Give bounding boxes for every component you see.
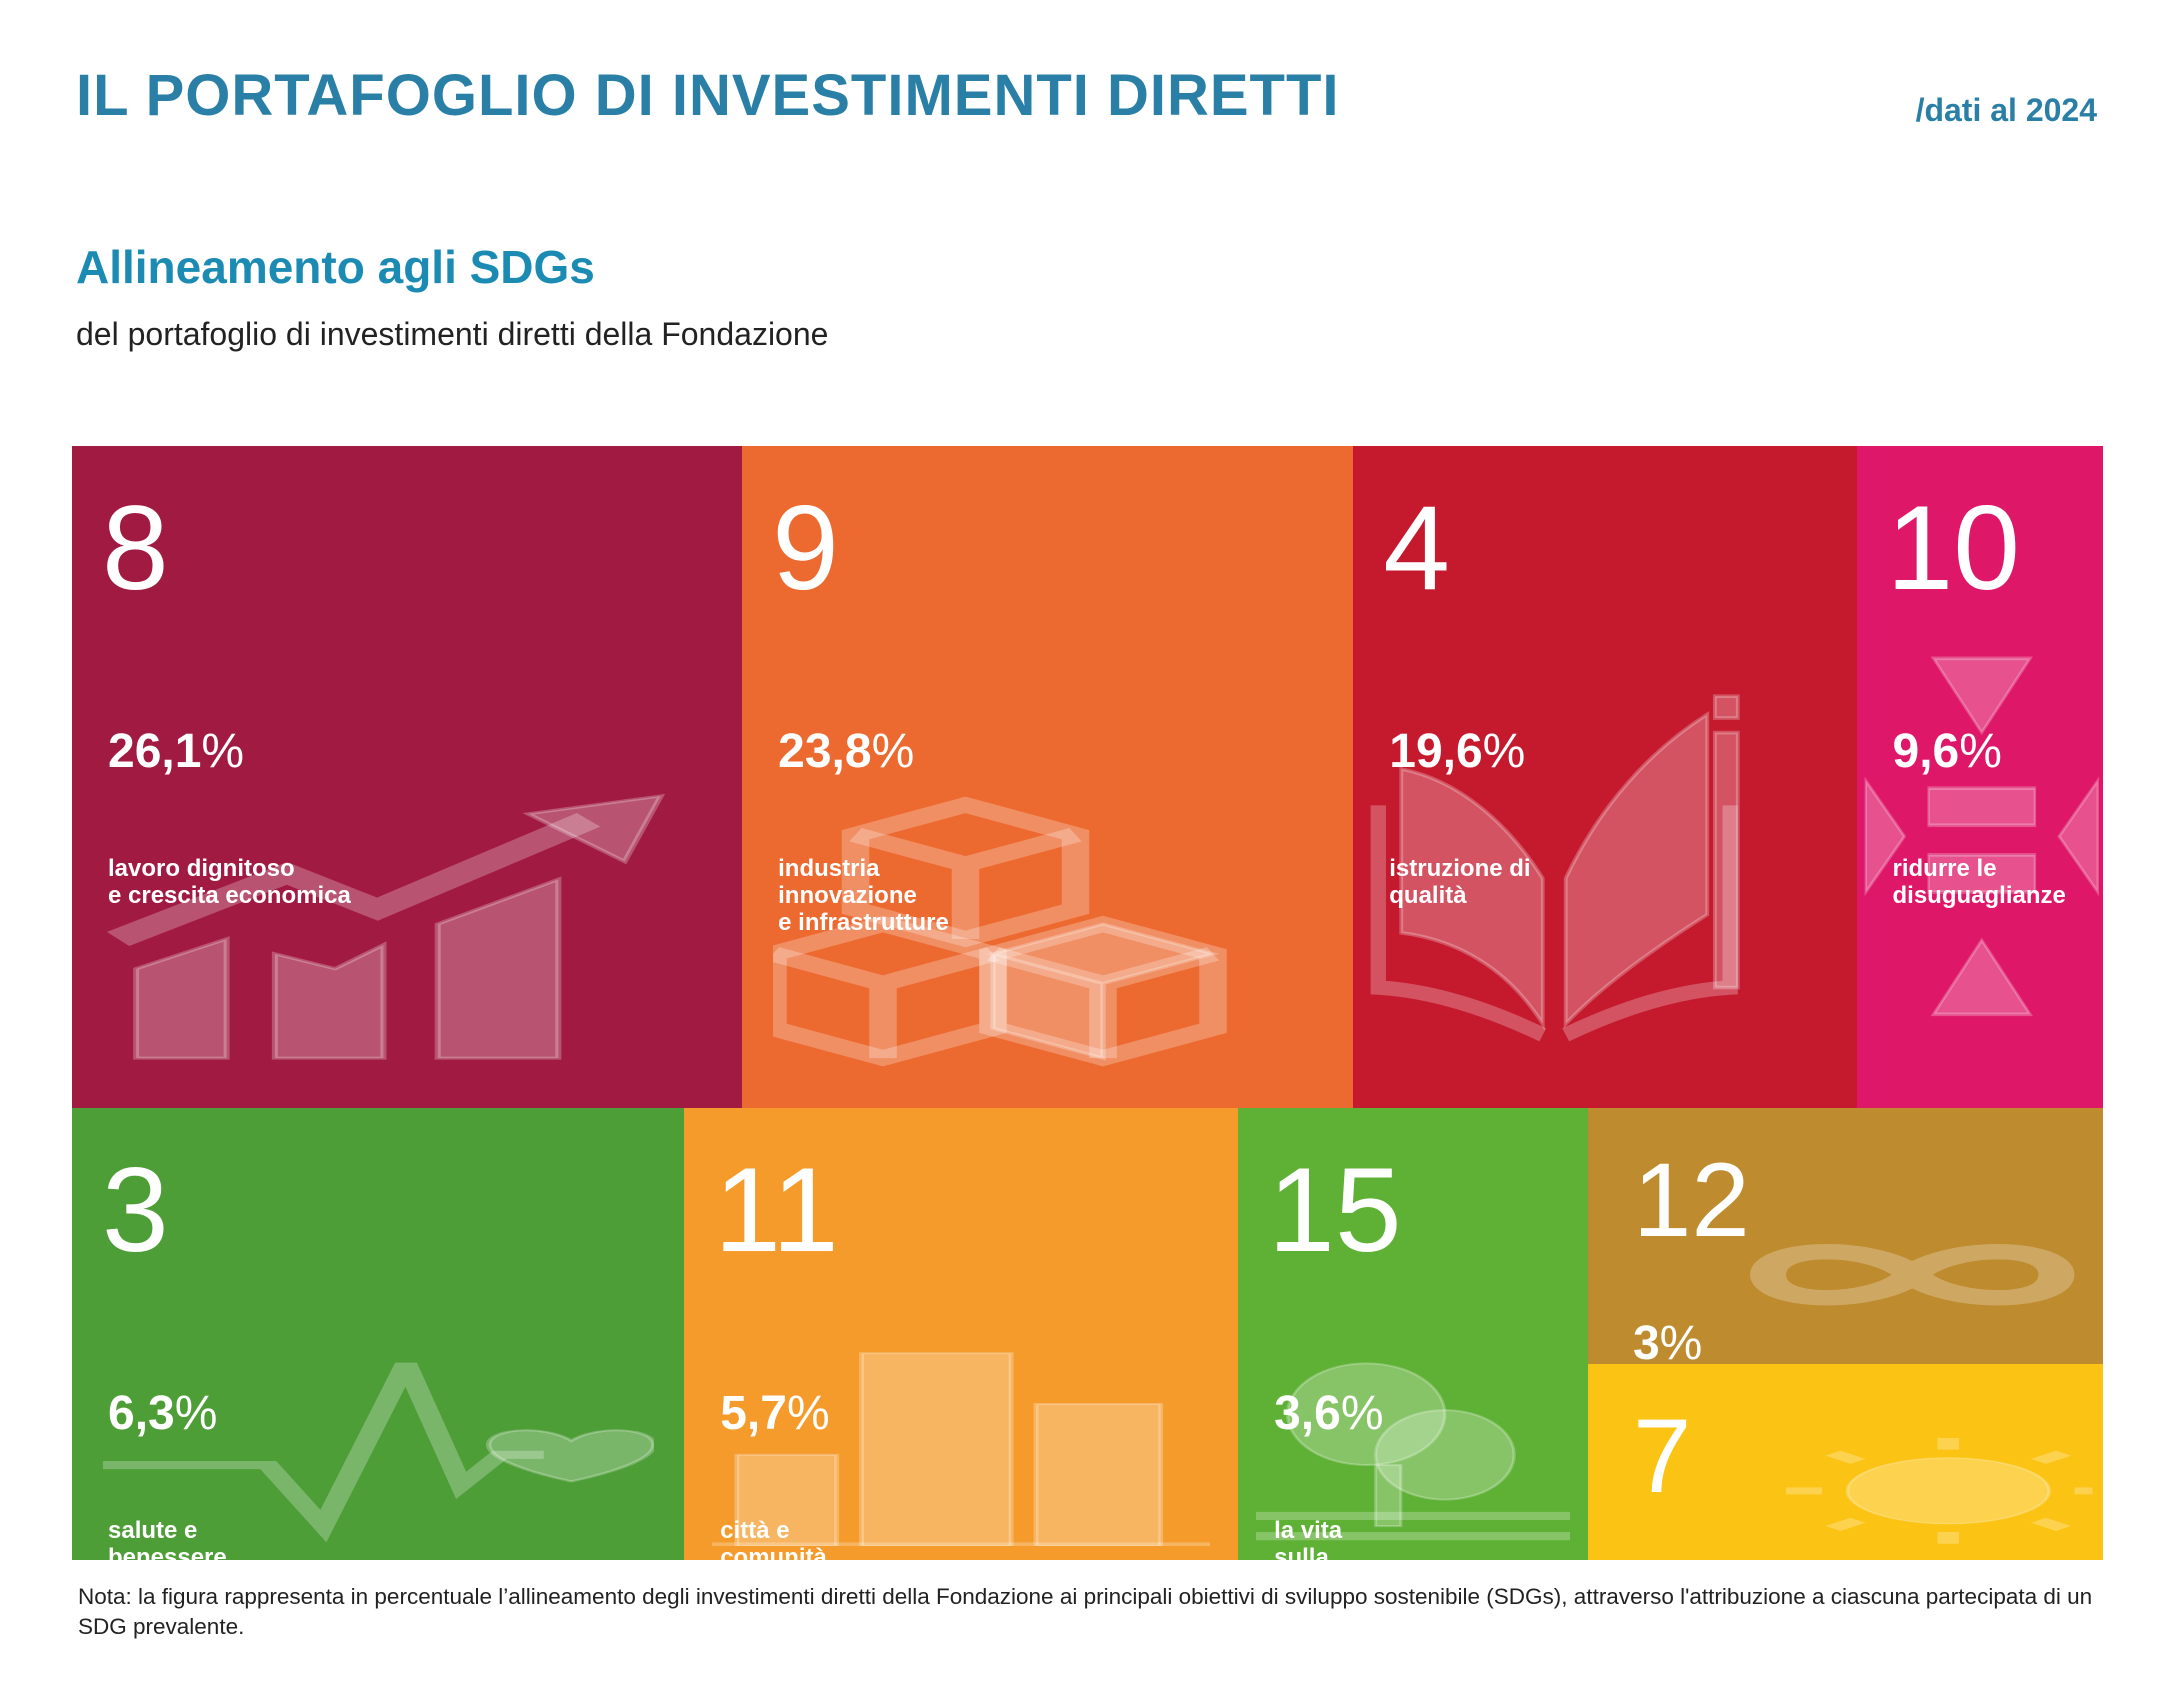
sdg-percentage: 26,1% [108,725,245,778]
sdg-number: 9 [772,481,839,615]
sdg-number: 4 [1383,481,1450,615]
sdg-percentage: 3,6% [1274,1387,1384,1440]
sdg-tile-15: 15 3,6% la vita sulla terra [1238,1108,1588,1560]
growth-chart-icon [106,794,665,1060]
sun-icon [1786,1438,2093,1545]
sdg-percentage: 9,6% [1892,725,2002,778]
sdg-label: lavoro dignitoso e crescita economica [108,855,351,909]
sdg-percentage: 6,3% [108,1387,218,1440]
sdg-number: 15 [1268,1143,1402,1277]
sdg-tile-3: 3 6,3% salute e benessere [72,1108,685,1560]
city-icon [711,1352,1211,1547]
sdg-number: 7 [1632,1397,1692,1515]
chart-title: Allineamento agli SDGs [76,241,595,293]
sdg-number: 11 [714,1143,839,1277]
sdg-tile-8: 8 26,1% lavoro dignitoso e crescita econom… [72,446,743,1108]
sdg-percentage: 5,7% [720,1387,830,1440]
sdg-tile-4: 4 19,6% istruzione di qualità [1353,446,1857,1108]
sdg-label: istruzione di qualità [1389,855,1531,909]
infinity-icon [1750,1243,2075,1305]
sdg-percentage: 3% [1632,1317,1703,1364]
cubes-icon [772,796,1227,1067]
heartbeat-icon [102,1362,654,1543]
sdg-tile-11: 11 5,7% città e comunità sostenibili [684,1108,1239,1560]
chart-subtitle: del portafoglio di investimenti diretti … [76,316,829,352]
sdg-percentage: 19,6% [1389,725,1526,778]
sdg-tile-10: 10 9,6% ridurre le disuguaglianze [1856,446,2103,1108]
data-date-label: /dati al 2024 [1915,92,2097,128]
sdg-label: la vita sulla terra [1274,1517,1343,1560]
sdg-label: salute e benessere [108,1517,227,1560]
sdg-tile-9: 9 23,8% industria innovazione e infrastrut… [742,446,1354,1108]
equality-arrows-icon [1864,656,2099,1017]
footnote: Nota: la figura rappresenta in percentua… [78,1584,2093,1640]
sdg-number: 3 [102,1143,169,1277]
sdg-label: città e comunità sostenibili [720,1517,827,1560]
sdg-label: ridurre le disuguaglianze [1892,855,2066,909]
sdg-percentage: 23,8% [778,725,915,778]
sdg-treemap: 8 26,1% lavoro dignitoso e crescita econom… [72,446,2103,1560]
sdg-tile-12: 123%consumo e produzione responsabili [1587,1108,2103,1364]
sdg-number: 10 [1886,481,2020,615]
sdg-label: industria innovazione e infrastrutture [778,855,949,936]
tree-icon [1255,1362,1571,1541]
sdg-number: 8 [102,481,169,615]
page-title: IL PORTAFOGLIO DI INVESTIMENTI DIRETTI [76,63,1340,128]
sdg-tile-7: 72,3%energia pulita e accessibile [1587,1363,2103,1560]
sdg-number: 12 [1632,1142,1750,1259]
book-icon [1370,694,1740,1042]
